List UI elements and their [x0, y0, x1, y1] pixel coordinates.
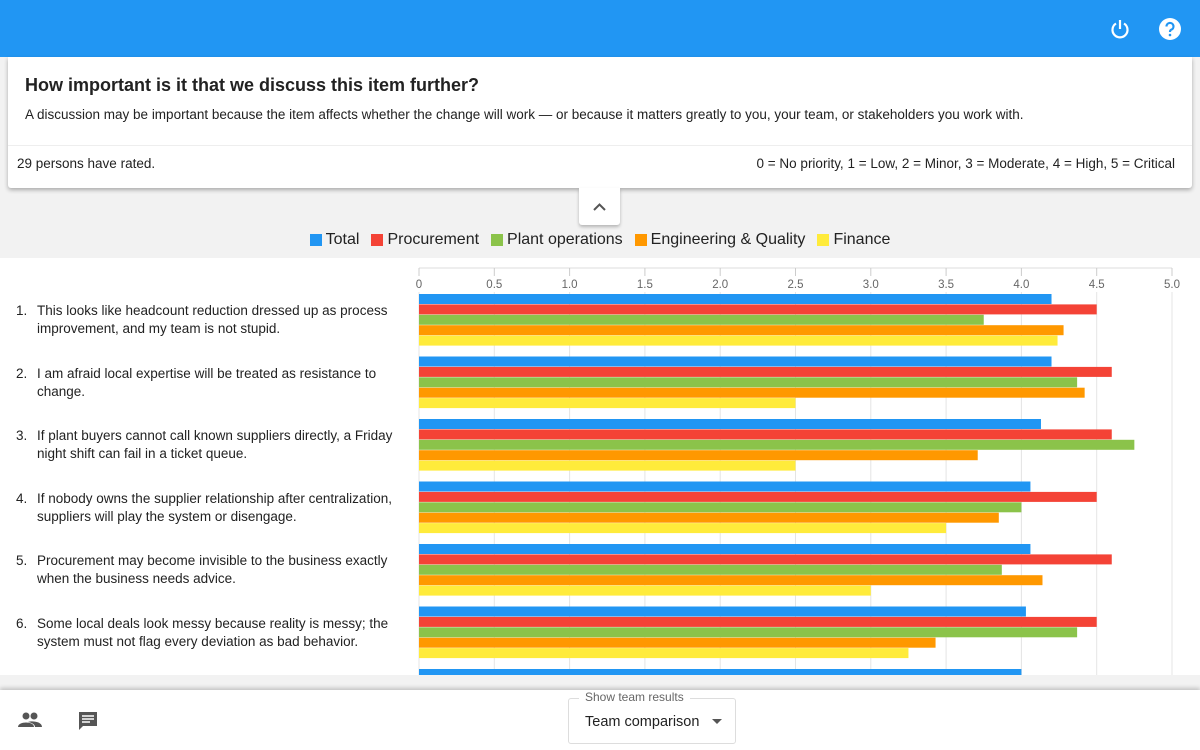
question-description: A discussion may be important because th…: [25, 107, 1024, 122]
item-number: 4.: [16, 490, 28, 506]
x-tick-label: 4.0: [1013, 279, 1029, 291]
help-button[interactable]: [1158, 17, 1182, 41]
legend-swatch: [309, 234, 322, 246]
legend-label: Total: [325, 231, 360, 248]
bar: [419, 439, 1135, 450]
chevron-up: [593, 203, 606, 211]
bar: [419, 512, 999, 523]
item-label: 3. If plant buyers cannot call known supp…: [16, 427, 416, 463]
x-tick-label: 2.0: [712, 279, 728, 291]
scale-legend: 0 = No priority, 1 = Low, 2 = Minor, 3 =…: [756, 156, 1175, 171]
legend-item: Total: [309, 231, 360, 249]
question-card: How important is it that we discuss this…: [8, 57, 1192, 188]
bar: [419, 606, 1026, 617]
legend: Total Procurement Plant operations Engineer…: [0, 231, 1200, 249]
bar: [419, 460, 796, 471]
bar: [419, 502, 1022, 513]
x-tick-label: 4.5: [1089, 279, 1105, 291]
item-text: If plant buyers cannot call known suppli…: [37, 428, 393, 461]
item-number: 6.: [16, 615, 28, 631]
item-label: 1. This looks like headcount reduction dr…: [16, 302, 416, 338]
bar: [419, 366, 1112, 377]
bar: [419, 585, 871, 596]
item-number: 1.: [16, 303, 28, 318]
power-button[interactable]: [1108, 17, 1132, 41]
question-title: How important is it that we discuss this…: [25, 75, 480, 95]
bar: [419, 294, 1052, 304]
item-text: Procurement may become invisible to the …: [37, 553, 388, 586]
legend-item: Procurement: [371, 231, 479, 249]
item-text: If nobody owns the supplier relationship…: [37, 490, 392, 524]
collapse-button[interactable]: [579, 188, 620, 225]
footer: Show team results Team comparison: [0, 690, 1200, 750]
legend-swatch: [371, 234, 384, 246]
bar: [419, 419, 1041, 429]
x-tick-label: 3.0: [863, 279, 879, 291]
x-tick-label: 1.0: [562, 279, 578, 291]
item-text: I am afraid local expertise will be trea…: [37, 365, 377, 399]
x-tick-label: 3.5: [938, 279, 954, 291]
bar: [419, 335, 1058, 346]
chart: 0 0.5 1.0 1.5 2.0 2.5 3.0 3.5 4.0 4.5 5.0 1. This l…: [0, 258, 1200, 675]
item-text: Some local deals look messy because real…: [37, 615, 389, 649]
select-value: Team comparison: [585, 714, 700, 730]
legend-label: Finance: [833, 231, 891, 248]
bar: [419, 523, 947, 534]
x-tick-label: 1.5: [637, 279, 653, 291]
legend-swatch: [634, 234, 647, 246]
x-tick-label: 2.5: [788, 279, 804, 291]
x-tick-label: 5.0: [1164, 279, 1180, 291]
bar: [419, 627, 1078, 638]
top-bar: [0, 0, 1200, 57]
bar: [419, 575, 1043, 586]
legend-item: Engineering & Quality: [634, 231, 806, 249]
bar: [419, 325, 1064, 336]
bar: [419, 450, 978, 461]
item-label: 6. Some local deals look messy because re…: [16, 615, 416, 651]
item-number: 5.: [16, 553, 28, 568]
legend-label: Plant operations: [507, 231, 623, 248]
bar: [419, 669, 1022, 675]
bar: [419, 304, 1097, 315]
item-label: 2. I am afraid local expertise will be tr…: [16, 365, 416, 401]
bar: [419, 314, 984, 325]
people-icon[interactable]: [18, 710, 42, 730]
bar: [419, 554, 1112, 565]
item-label: 5. Procurement may become invisible to th…: [16, 552, 416, 588]
legend-label: Procurement: [387, 231, 480, 248]
bar: [419, 398, 796, 409]
item-text: This looks like headcount reduction dres…: [37, 303, 388, 336]
bar: [419, 648, 909, 659]
rated-count: 29 persons have rated.: [17, 156, 156, 171]
bar: [419, 491, 1097, 502]
legend-label: Engineering & Quality: [650, 231, 806, 248]
bar: [419, 616, 1097, 627]
x-tick-label: 0: [416, 279, 422, 291]
chart-plot: 0 0.5 1.0 1.5 2.0 2.5 3.0 3.5 4.0 4.5 5.0: [416, 267, 1180, 675]
bar: [419, 377, 1078, 388]
bar: [419, 637, 936, 648]
select-label: Show team results: [579, 690, 690, 704]
divider: [8, 145, 1192, 146]
bar: [419, 429, 1112, 440]
bar: [419, 481, 1031, 492]
item-number: 2.: [16, 365, 28, 381]
item-number: 3.: [16, 428, 28, 443]
legend-swatch: [491, 234, 504, 246]
bar: [419, 387, 1085, 398]
legend-item: Finance: [817, 231, 890, 249]
team-results-select[interactable]: Show team results Team comparison: [568, 690, 736, 744]
bar: [419, 356, 1052, 367]
bar: [419, 564, 1002, 575]
comment-icon[interactable]: [77, 710, 99, 732]
dropdown-arrow: [712, 719, 722, 724]
bar: [419, 544, 1031, 554]
legend-swatch: [817, 234, 830, 246]
x-tick-label: 0.5: [486, 279, 502, 291]
item-label: 4. If nobody owns the supplier relationsh…: [16, 490, 416, 526]
legend-item: Plant operations: [491, 231, 623, 249]
